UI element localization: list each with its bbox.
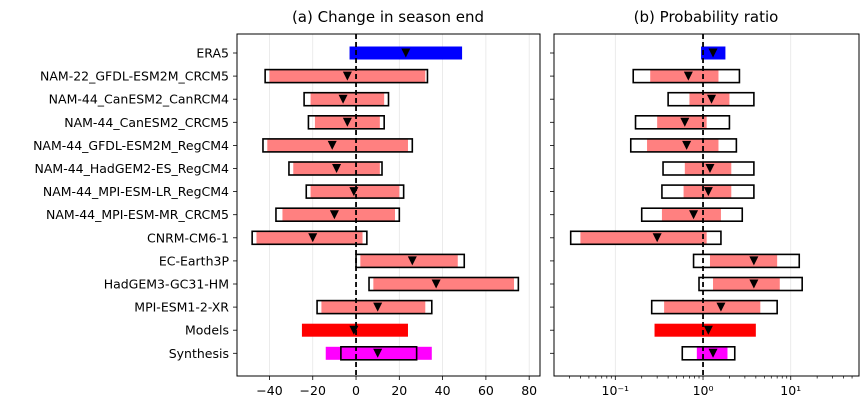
panel-a-xtick-label: 40 xyxy=(435,383,451,398)
ytick-label-nam-44-hadgem2-es-regcm4: NAM-44_HadGEM2-ES_RegCM4 xyxy=(35,161,230,176)
panel-a-bar-cnrm-cm6-1 xyxy=(256,231,363,245)
panel-b-box-nam-44-gfdl-esm2m-regcm4 xyxy=(629,138,738,153)
panel-a-best-marker-models xyxy=(349,325,359,335)
panel-a-box-nam-44-canesm2-canrcm4 xyxy=(303,91,390,107)
panel-b-best-marker-ec-earth3p xyxy=(749,256,759,266)
ytick-label-ec-earth3p: EC-Earth3P xyxy=(159,253,230,268)
panel-b-title: (b) Probability ratio xyxy=(634,8,779,26)
panel-a-best-marker-era5 xyxy=(401,48,411,58)
panel-a-best-marker-mpi-esm1-2-xr xyxy=(373,302,383,312)
panel-a-best-marker-nam-44-gfdl-esm2m-regcm4 xyxy=(327,140,337,150)
ytick-label-nam-44-mpi-esm-mr-crcm5: NAM-44_MPI-ESM-MR_CRCM5 xyxy=(46,207,229,222)
panel-a-title: (a) Change in season end xyxy=(292,8,484,26)
panel-a-best-marker-ec-earth3p xyxy=(407,256,417,266)
panel-a-best-marker-hadgem3-gc31-hm xyxy=(431,279,441,289)
panel-b-best-marker-hadgem3-gc31-hm xyxy=(749,279,759,289)
panel-b-bar-mpi-esm1-2-xr xyxy=(664,300,761,314)
panel-b-box-nam-44-hadgem2-es-regcm4 xyxy=(662,161,755,176)
panel-a-xtick-label: −20 xyxy=(300,383,326,398)
panel-b-box-ec-earth3p xyxy=(692,253,801,269)
panel-b-bar-nam-44-gfdl-esm2m-regcm4 xyxy=(647,138,719,152)
panel-b: (b) Probability ratio 10⁻¹ 10⁰ 10¹ xyxy=(550,8,860,398)
panel-b-bar-cnrm-cm6-1 xyxy=(580,231,707,245)
panel-a-best-marker-nam-44-hadgem2-es-regcm4 xyxy=(332,164,342,173)
panel-b-frame xyxy=(553,33,860,377)
panel-a-box-nam-44-hadgem2-es-regcm4 xyxy=(288,161,383,176)
ytick-label-cnrm-cm6-1: CNRM-CM6-1 xyxy=(147,230,229,245)
panel-a-bar-mpi-esm1-2-xr xyxy=(321,300,426,314)
panel-a-best-marker-nam-44-canesm2-crcm5 xyxy=(342,117,352,127)
panel-b-box-nam-44-mpi-esm-lr-regcm4 xyxy=(661,184,755,199)
panel-a-xtick-label: 20 xyxy=(391,383,407,398)
panel-a-best-marker-cnrm-cm6-1 xyxy=(308,233,318,243)
panel-a-box-mpi-esm1-2-xr xyxy=(316,299,433,315)
panel-b-best-marker-nam-44-canesm2-canrcm4 xyxy=(707,94,717,104)
panel-a-box-nam-44-gfdl-esm2m-regcm4 xyxy=(262,138,414,153)
panel-a-best-marker-nam-44-mpi-esm-lr-regcm4 xyxy=(349,187,359,197)
panel-b-box-nam-44-canesm2-canrcm4 xyxy=(667,91,755,107)
panel-b-xtick-label: 10¹ xyxy=(780,383,801,398)
panel-a-box-nam-44-mpi-esm-mr-crcm5 xyxy=(275,207,401,222)
panel-b-box-nam-44-canesm2-crcm5 xyxy=(634,115,731,130)
panel-a-box-nam-44-mpi-esm-lr-regcm4 xyxy=(305,184,405,199)
panel-b-best-marker-nam-44-mpi-esm-lr-regcm4 xyxy=(703,187,713,197)
panel-b-bar-hadgem3-gc31-hm xyxy=(713,277,780,291)
panel-a: (a) Change in season end ERA5 NAM-22_GFDL… xyxy=(33,8,541,398)
panel-b-bar-nam-44-canesm2-crcm5 xyxy=(657,115,707,129)
ytick-label-nam-44-canesm2-canrcm4: NAM-44_CanESM2_CanRCM4 xyxy=(49,92,229,107)
panel-b-best-marker-synthesis xyxy=(708,348,718,358)
panel-a-bar-ec-earth3p xyxy=(360,254,458,268)
panel-a-bar-nam-44-gfdl-esm2m-regcm4 xyxy=(267,138,408,152)
panel-b-xtick-label: 10⁻¹ xyxy=(602,383,630,398)
panel-a-bar-nam-44-canesm2-canrcm4 xyxy=(310,92,385,106)
panel-a-best-marker-nam-44-canesm2-canrcm4 xyxy=(338,94,348,104)
panel-a-box-cnrm-cm6-1 xyxy=(251,230,368,246)
panel-a-bar-nam-44-mpi-esm-mr-crcm5 xyxy=(282,208,395,222)
panel-b-best-marker-nam-44-canesm2-crcm5 xyxy=(680,117,690,127)
panel-b-best-marker-era5 xyxy=(708,48,718,58)
panel-b-box-nam-22-gfdl-esm2m-crcm5 xyxy=(632,68,741,84)
panel-b-best-marker-nam-44-mpi-esm-mr-crcm5 xyxy=(689,210,699,220)
panel-a-best-marker-nam-22-gfdl-esm2m-crcm5 xyxy=(342,71,352,81)
panel-a-frame xyxy=(236,33,541,377)
panel-a-xtick-label: 0 xyxy=(352,383,360,398)
ytick-label-nam-22-gfdl-esm2m-crcm5: NAM-22_GFDL-ESM2M_CRCM5 xyxy=(40,69,229,84)
panel-a-bar-hadgem3-gc31-hm xyxy=(373,277,515,291)
panel-b-bar-nam-22-gfdl-esm2m-crcm5 xyxy=(650,69,719,83)
panel-b-best-marker-nam-44-hadgem2-es-regcm4 xyxy=(705,164,715,173)
ytick-label-nam-44-canesm2-crcm5: NAM-44_CanESM2_CRCM5 xyxy=(64,115,229,130)
ytick-label-nam-44-gfdl-esm2m-regcm4: NAM-44_GFDL-ESM2M_RegCM4 xyxy=(33,138,229,153)
ytick-label-synthesis: Synthesis xyxy=(169,346,229,361)
panel-b-box-nam-44-mpi-esm-mr-crcm5 xyxy=(640,207,744,222)
panel-b-xtick-label: 10⁰ xyxy=(693,383,714,398)
panel-b-best-marker-nam-22-gfdl-esm2m-crcm5 xyxy=(683,71,693,81)
ytick-label-era5: ERA5 xyxy=(196,46,229,61)
panel-b-best-marker-mpi-esm1-2-xr xyxy=(716,302,726,312)
panel-b-best-marker-nam-44-gfdl-esm2m-regcm4 xyxy=(682,140,692,150)
panel-a-best-marker-synthesis xyxy=(373,348,383,358)
ytick-label-models: Models xyxy=(185,323,229,338)
panel-b-best-marker-models xyxy=(703,325,713,335)
panel-a-xtick-label: −40 xyxy=(256,383,282,398)
panel-b-box-mpi-esm1-2-xr xyxy=(650,299,778,315)
panel-b-bar-ec-earth3p xyxy=(709,254,778,268)
ytick-label-mpi-esm1-2-xr: MPI-ESM1-2-XR xyxy=(134,300,229,315)
panel-b-box-cnrm-cm6-1 xyxy=(569,230,722,246)
panel-a-box-nam-44-canesm2-crcm5 xyxy=(307,115,385,130)
panel-a-box-synthesis xyxy=(340,345,418,361)
panel-b-best-marker-cnrm-cm6-1 xyxy=(652,233,662,243)
panel-a-xtick-label: 60 xyxy=(478,383,494,398)
ytick-label-hadgem3-gc31-hm: HadGEM3-GC31-HM xyxy=(104,277,229,292)
panel-b-bar-models xyxy=(654,323,756,337)
panel-a-box-nam-22-gfdl-esm2m-crcm5 xyxy=(264,68,429,84)
panel-b-box-hadgem3-gc31-hm xyxy=(698,276,803,292)
panel-a-best-marker-nam-44-mpi-esm-mr-crcm5 xyxy=(329,210,339,220)
panel-b-box-synthesis xyxy=(681,345,736,361)
panel-a-box-hadgem3-gc31-hm xyxy=(368,276,520,292)
panel-a-xtick-label: 80 xyxy=(521,383,537,398)
ytick-label-nam-44-mpi-esm-lr-regcm4: NAM-44_MPI-ESM-LR_RegCM4 xyxy=(43,184,229,199)
